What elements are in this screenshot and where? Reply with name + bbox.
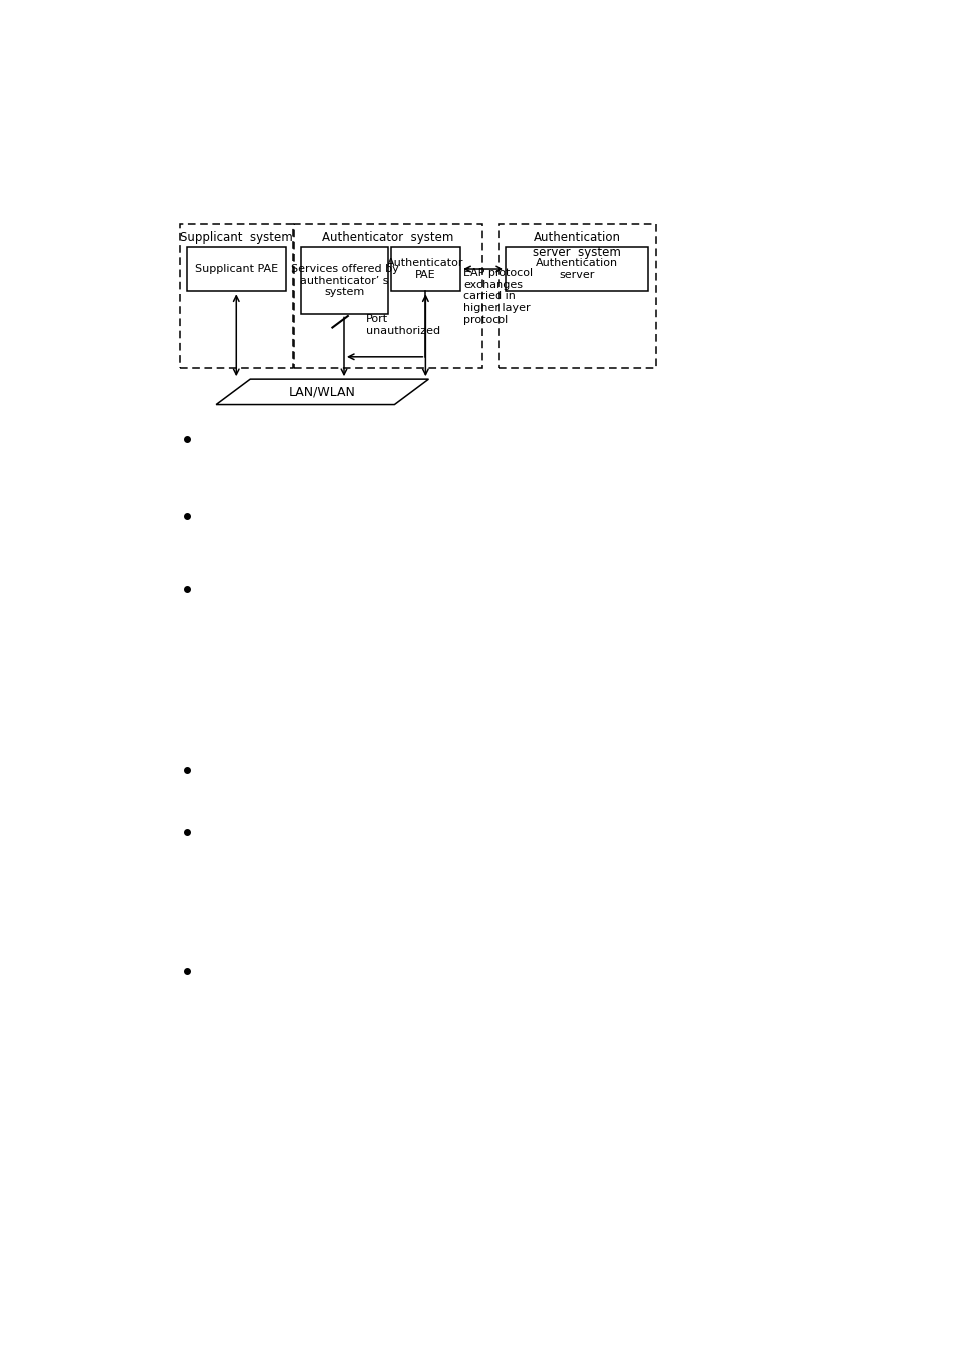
Bar	[179, 224, 293, 369]
Text: Authentication
server  system: Authentication server system	[533, 231, 620, 259]
Bar	[390, 247, 459, 292]
Text: Authenticator  system: Authenticator system	[322, 231, 453, 244]
Bar	[294, 224, 481, 369]
Text: Supplicant  system: Supplicant system	[180, 231, 293, 244]
Bar	[498, 224, 655, 369]
Text: Authentication
server: Authentication server	[536, 258, 618, 279]
Text: Services offered by
authenticator’ s
system: Services offered by authenticator’ s sys…	[291, 265, 397, 297]
Bar	[300, 247, 388, 315]
Text: EAP protocol
exchanges
carried in
higher layer
protocol: EAP protocol exchanges carried in higher…	[463, 269, 533, 324]
Polygon shape	[216, 379, 428, 405]
Text: Port
unauthorized: Port unauthorized	[365, 315, 439, 336]
Text: Supplicant PAE: Supplicant PAE	[194, 265, 277, 274]
Bar	[187, 247, 286, 292]
Bar	[505, 247, 647, 292]
Text: Authenticator
PAE: Authenticator PAE	[387, 258, 463, 279]
Text: LAN/WLAN: LAN/WLAN	[289, 385, 355, 398]
